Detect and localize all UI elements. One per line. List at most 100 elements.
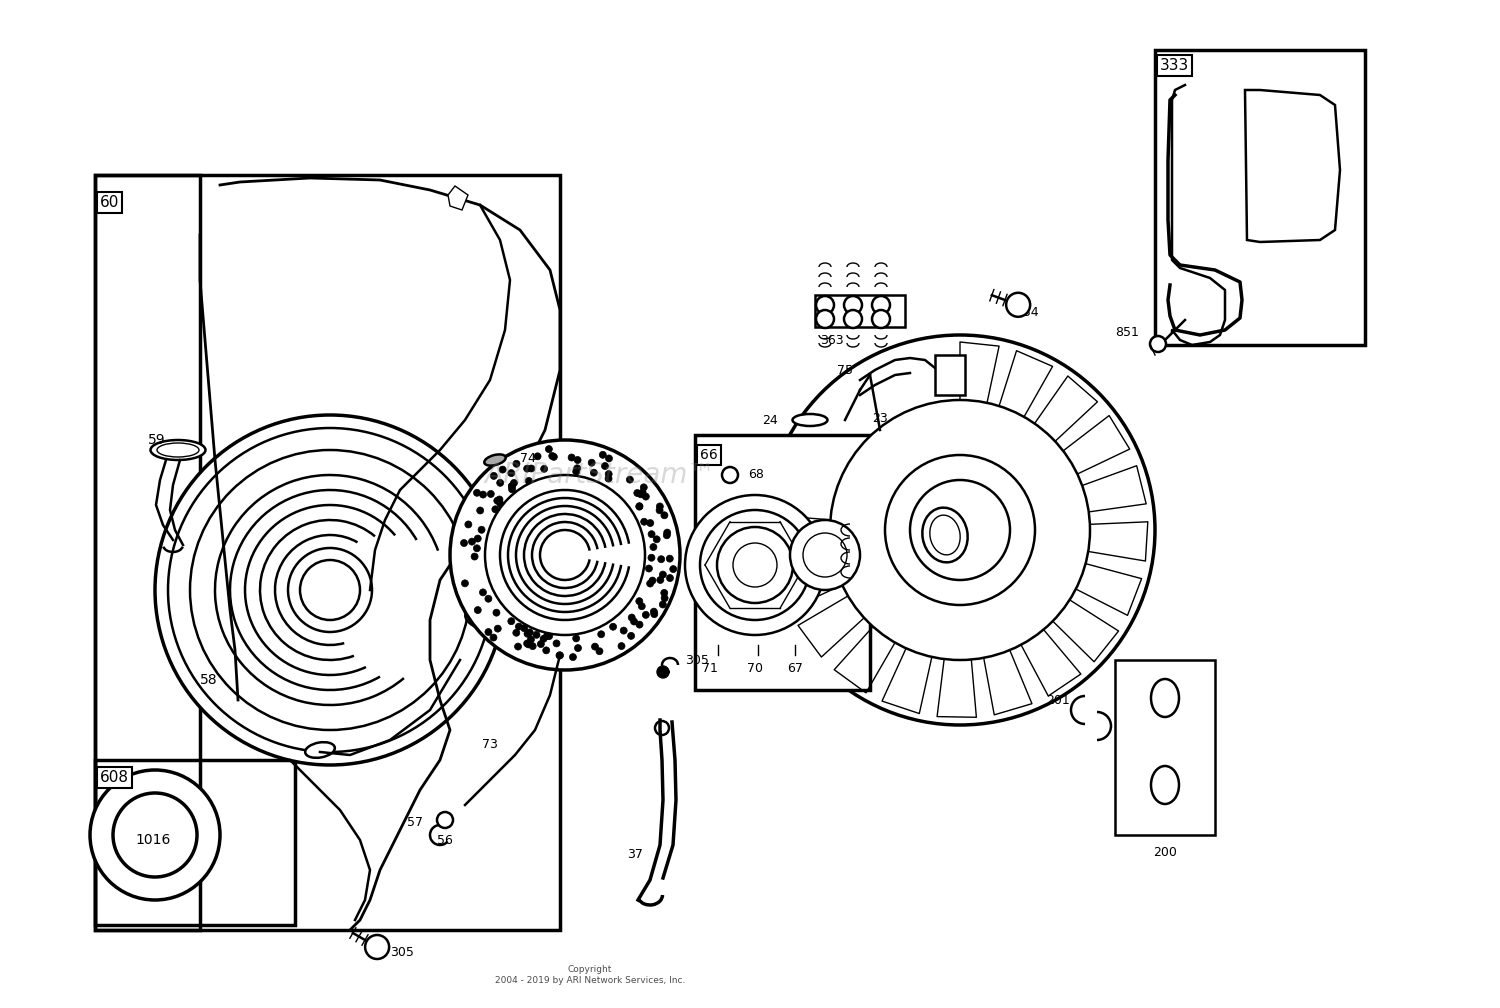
Circle shape bbox=[480, 589, 486, 596]
Circle shape bbox=[646, 580, 654, 587]
Ellipse shape bbox=[792, 414, 828, 426]
Circle shape bbox=[648, 530, 656, 537]
Bar bbox=[934, 355, 964, 395]
Circle shape bbox=[1150, 336, 1166, 352]
Circle shape bbox=[495, 625, 501, 632]
Circle shape bbox=[765, 335, 1155, 725]
Circle shape bbox=[602, 463, 609, 470]
Circle shape bbox=[492, 506, 500, 513]
Text: 334: 334 bbox=[1016, 305, 1038, 319]
Circle shape bbox=[556, 652, 564, 659]
Circle shape bbox=[660, 572, 666, 578]
Circle shape bbox=[660, 601, 666, 608]
Circle shape bbox=[509, 618, 515, 625]
Circle shape bbox=[790, 520, 859, 590]
Circle shape bbox=[500, 466, 506, 473]
Circle shape bbox=[540, 635, 548, 642]
Circle shape bbox=[618, 642, 626, 649]
Circle shape bbox=[436, 812, 453, 828]
Circle shape bbox=[646, 519, 654, 526]
Ellipse shape bbox=[922, 508, 968, 562]
Circle shape bbox=[488, 491, 495, 498]
Circle shape bbox=[636, 503, 644, 510]
Text: Copyright
2004 - 2019 by ARI Network Services, Inc.: Copyright 2004 - 2019 by ARI Network Ser… bbox=[495, 966, 686, 985]
Ellipse shape bbox=[484, 455, 506, 466]
Text: 75: 75 bbox=[837, 364, 854, 377]
Bar bbox=[694, 435, 870, 690]
Circle shape bbox=[636, 503, 644, 510]
Circle shape bbox=[597, 631, 604, 638]
Circle shape bbox=[509, 483, 516, 490]
Circle shape bbox=[516, 623, 522, 630]
Ellipse shape bbox=[465, 610, 498, 630]
Circle shape bbox=[549, 453, 555, 460]
Bar bbox=[815, 295, 904, 327]
Circle shape bbox=[520, 625, 528, 632]
Circle shape bbox=[460, 539, 468, 546]
Circle shape bbox=[604, 471, 612, 478]
Circle shape bbox=[468, 538, 476, 545]
Ellipse shape bbox=[158, 443, 200, 457]
Circle shape bbox=[528, 465, 536, 472]
Text: 70: 70 bbox=[747, 661, 764, 674]
Circle shape bbox=[490, 473, 498, 480]
Circle shape bbox=[722, 467, 738, 483]
Circle shape bbox=[604, 475, 612, 482]
Text: 73: 73 bbox=[482, 739, 498, 752]
Circle shape bbox=[528, 636, 534, 643]
Circle shape bbox=[657, 666, 669, 678]
Circle shape bbox=[627, 632, 634, 639]
Text: 1016: 1016 bbox=[135, 833, 171, 847]
Circle shape bbox=[630, 618, 638, 625]
Circle shape bbox=[554, 640, 560, 647]
Circle shape bbox=[490, 634, 496, 641]
Circle shape bbox=[669, 565, 676, 573]
Circle shape bbox=[543, 647, 549, 654]
Circle shape bbox=[480, 491, 486, 498]
Circle shape bbox=[885, 455, 1035, 605]
Circle shape bbox=[656, 507, 663, 514]
Circle shape bbox=[606, 455, 612, 462]
Circle shape bbox=[663, 529, 670, 536]
Circle shape bbox=[645, 565, 652, 572]
Circle shape bbox=[526, 629, 532, 636]
Bar bbox=[94, 175, 200, 930]
Polygon shape bbox=[448, 186, 468, 210]
Circle shape bbox=[450, 440, 680, 670]
Circle shape bbox=[573, 465, 580, 472]
Circle shape bbox=[462, 580, 468, 587]
Circle shape bbox=[600, 452, 606, 459]
Circle shape bbox=[477, 507, 483, 514]
Ellipse shape bbox=[304, 742, 334, 758]
Circle shape bbox=[686, 495, 825, 635]
Circle shape bbox=[648, 554, 656, 561]
Circle shape bbox=[609, 623, 616, 630]
Circle shape bbox=[550, 454, 558, 461]
Circle shape bbox=[494, 497, 501, 504]
Text: 60: 60 bbox=[100, 195, 120, 210]
Circle shape bbox=[650, 577, 656, 584]
Text: 305: 305 bbox=[390, 946, 414, 959]
Circle shape bbox=[639, 603, 645, 610]
Circle shape bbox=[816, 310, 834, 328]
Circle shape bbox=[596, 648, 603, 655]
Circle shape bbox=[474, 489, 480, 496]
Circle shape bbox=[534, 453, 542, 460]
Circle shape bbox=[570, 653, 576, 660]
Circle shape bbox=[642, 493, 650, 500]
Circle shape bbox=[543, 633, 550, 639]
Polygon shape bbox=[1245, 90, 1340, 242]
Circle shape bbox=[471, 553, 478, 560]
Circle shape bbox=[154, 415, 506, 765]
Circle shape bbox=[651, 611, 658, 618]
Text: 57: 57 bbox=[406, 815, 423, 829]
Circle shape bbox=[573, 635, 579, 642]
Circle shape bbox=[636, 598, 644, 605]
Text: 56: 56 bbox=[436, 834, 453, 847]
Circle shape bbox=[484, 629, 492, 635]
Text: 71: 71 bbox=[702, 661, 718, 674]
Text: 608: 608 bbox=[100, 770, 129, 785]
Circle shape bbox=[484, 475, 645, 635]
Text: 200: 200 bbox=[1154, 847, 1178, 860]
Circle shape bbox=[636, 621, 644, 628]
